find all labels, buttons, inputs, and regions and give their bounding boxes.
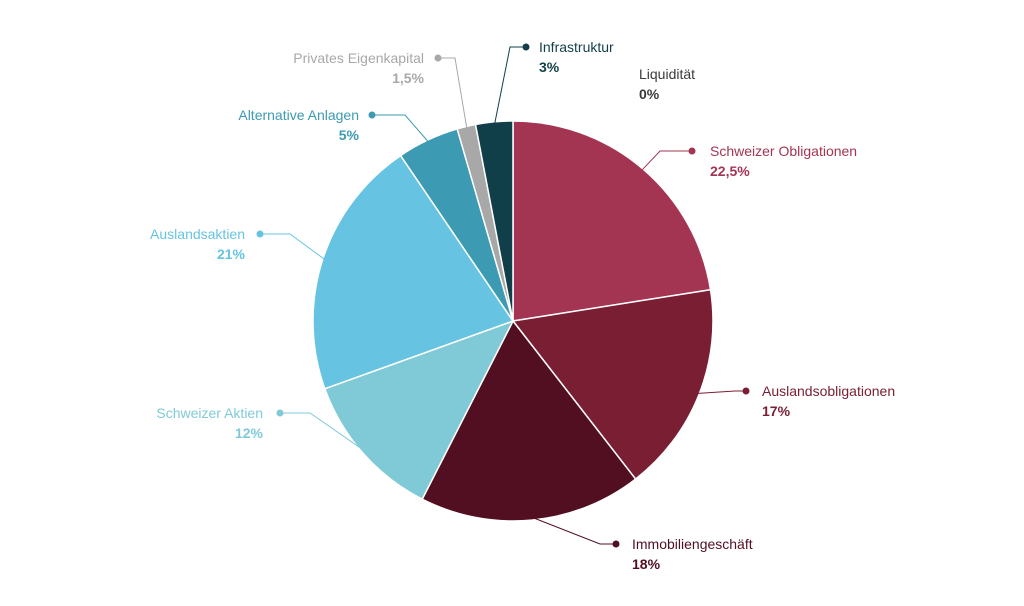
slice-value-infrastruktur: 3% (539, 59, 560, 75)
leader-line-schweizer-obligationen (640, 150, 692, 172)
leader-dot-immobiliengeschaft (612, 540, 620, 548)
leader-dot-auslandsaktien (256, 230, 264, 238)
slice-label-auslandsobligationen: Auslandsobligationen (762, 383, 895, 399)
pie-slice-infrastruktur (474, 120, 514, 322)
pie-slice-immobiliengeschaft (421, 319, 637, 522)
slice-value-schweizer-aktien: 12% (235, 425, 264, 441)
leader-dot-schweizer-aktien (276, 409, 284, 417)
pie-slice-schweizer-aktien (323, 319, 515, 501)
slice-label-privates-eigenkapital: Privates Eigenkapital (293, 50, 424, 66)
leader-dot-schweizer-obligationen (688, 147, 696, 155)
slice-label-liquiditat: Liquidität (639, 66, 695, 82)
leader-line-privates-eigenkapital (438, 57, 468, 130)
pie-slice-auslandsaktien (312, 154, 515, 390)
slice-label-schweizer-aktien: Schweizer Aktien (156, 405, 263, 421)
leader-dot-alternative-anlagen (368, 111, 376, 119)
leader-dot-privates-eigenkapital (434, 54, 442, 62)
slice-value-auslandsobligationen: 17% (762, 403, 791, 419)
leader-line-alternative-anlagen (372, 114, 430, 144)
slice-label-auslandsaktien: Auslandsaktien (150, 226, 245, 242)
slice-value-liquiditat: 0% (639, 86, 660, 102)
slice-label-infrastruktur: Infrastruktur (539, 39, 614, 55)
slice-label-immobiliengeschaft: Immobiliengeschäft (632, 536, 753, 552)
slice-label-alternative-anlagen: Alternative Anlagen (238, 107, 359, 123)
slice-value-immobiliengeschaft: 18% (632, 556, 661, 572)
leader-dot-infrastruktur (522, 43, 530, 51)
slice-value-auslandsaktien: 21% (217, 246, 246, 262)
leader-dot-auslandsobligationen (742, 387, 750, 395)
slice-value-privates-eigenkapital: 1,5% (392, 70, 424, 86)
slice-value-schweizer-obligationen: 22,5% (710, 163, 750, 179)
leader-line-schweizer-aktien (280, 412, 366, 452)
leader-line-auslandsaktien (260, 233, 326, 261)
slice-label-schweizer-obligationen: Schweizer Obligationen (710, 143, 857, 159)
leader-line-immobiliengeschaft (531, 516, 616, 545)
leader-line-auslandsobligationen (696, 390, 746, 395)
pie-slice-auslandsobligationen (511, 288, 714, 481)
slice-value-alternative-anlagen: 5% (339, 127, 360, 143)
leader-line-infrastruktur (493, 46, 526, 125)
